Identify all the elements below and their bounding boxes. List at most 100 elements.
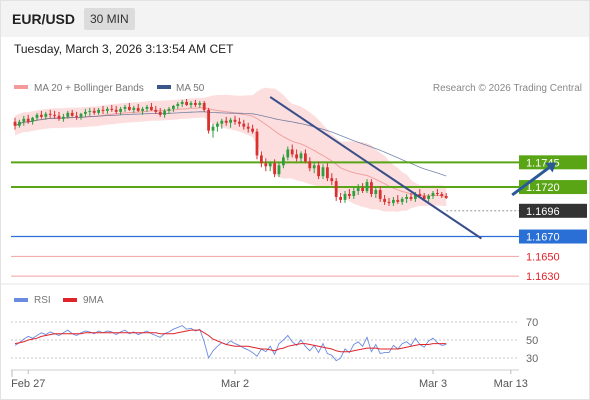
rsi-line <box>14 325 447 362</box>
candle-body <box>198 102 202 105</box>
candle-body <box>387 201 391 203</box>
candle-body <box>282 157 285 166</box>
candle-body <box>224 120 228 123</box>
candle-body <box>436 192 439 194</box>
candle-body <box>136 107 140 111</box>
candle-body <box>444 195 448 198</box>
candle-body <box>352 191 356 196</box>
candle-body <box>370 182 373 194</box>
candle-body <box>238 121 241 124</box>
candle-body <box>62 116 65 119</box>
candle-body <box>220 120 224 124</box>
candle-body <box>216 123 219 127</box>
candle-body <box>202 102 206 110</box>
ma50-legend-swatch <box>157 85 171 89</box>
rsi-legend-label: RSI <box>34 295 51 306</box>
candle-body <box>92 110 96 113</box>
candle-body <box>295 154 298 159</box>
moving-averages <box>14 107 447 197</box>
candle-body <box>207 109 210 131</box>
candle-body <box>211 126 215 131</box>
candle-body <box>405 196 408 199</box>
candle-body <box>427 195 430 199</box>
level-label: 1.1630 <box>526 271 560 283</box>
candle-body <box>22 118 26 122</box>
candle-body <box>268 163 272 167</box>
candle-body <box>312 165 316 169</box>
candle-body <box>88 110 92 112</box>
candle-body <box>255 131 259 156</box>
bollinger-area <box>15 87 447 212</box>
candle-body <box>374 190 378 194</box>
forecast-arrow-shaft <box>511 166 550 197</box>
candle-body <box>321 167 325 177</box>
candle-body <box>106 108 109 111</box>
candle-body <box>26 118 30 122</box>
x-tick-label: Mar 3 <box>419 378 447 390</box>
candle-body <box>189 102 193 105</box>
candle-body <box>343 193 347 200</box>
x-tick-label: Feb 27 <box>11 378 45 390</box>
level-label: 1.1720 <box>526 182 560 194</box>
level-tag <box>519 180 587 195</box>
candle-body <box>97 109 100 113</box>
candle-body <box>53 114 56 116</box>
candle-body <box>101 109 105 111</box>
x-axis: Feb 27 Mar 2 Mar 3 Mar 13 <box>11 370 528 390</box>
candle-body <box>392 199 395 203</box>
candles <box>13 98 448 206</box>
level-label: 1.1670 <box>526 232 560 244</box>
candle-body <box>229 119 232 123</box>
candle-body <box>18 121 21 126</box>
candle-body <box>260 155 263 164</box>
candle-body <box>290 149 294 155</box>
candle-body <box>418 193 422 196</box>
candle-body <box>409 196 413 199</box>
x-tick-label: Mar 2 <box>221 378 249 390</box>
symbol-title: EUR/USD <box>12 11 76 27</box>
candle-body <box>246 126 250 129</box>
current-price-tag <box>519 203 587 218</box>
candle-body <box>110 108 114 110</box>
candle-body <box>13 121 17 126</box>
candle-body <box>414 193 417 199</box>
x-tick-label: Mar 13 <box>494 378 528 390</box>
candle-body <box>440 193 444 196</box>
candle-body <box>150 106 153 110</box>
candle-body <box>286 149 290 158</box>
rsi-tick-label: 50 <box>526 335 538 347</box>
candle-body <box>326 167 329 179</box>
candle-body <box>48 113 52 115</box>
candle-body <box>84 111 87 114</box>
candle-body <box>378 190 382 199</box>
candle-body <box>299 153 303 159</box>
rsi-tick-label: 70 <box>526 317 538 329</box>
candle-body <box>251 128 254 132</box>
candle-body <box>356 188 360 192</box>
price-legend: MA 20 + Bollinger Bands MA 50 Research ©… <box>14 83 582 94</box>
ma50-legend-label: MA 50 <box>176 83 205 94</box>
candle-body <box>194 102 197 105</box>
candle-body <box>57 115 61 119</box>
candle-body <box>242 123 246 127</box>
candle-body <box>154 109 158 112</box>
candle-body <box>145 106 149 109</box>
candle-body <box>330 178 334 182</box>
rsi-ma-line <box>14 329 447 353</box>
candle-body <box>158 111 162 115</box>
timeframe-badge[interactable]: 30 MIN <box>84 8 135 30</box>
candle-body <box>167 108 171 111</box>
candle-body <box>264 163 268 167</box>
rsi-legend-swatch <box>14 298 28 302</box>
level-tag <box>519 229 587 244</box>
candle-body <box>176 103 180 106</box>
ma9-legend-label: 9MA <box>83 295 104 306</box>
timestamp: Tuesday, March 3, 2026 3:13:54 AM CET <box>14 42 234 56</box>
candle-body <box>277 165 281 175</box>
downtrend-line <box>269 96 482 240</box>
ma50-line <box>14 111 447 177</box>
ma9-legend-swatch <box>63 298 77 302</box>
